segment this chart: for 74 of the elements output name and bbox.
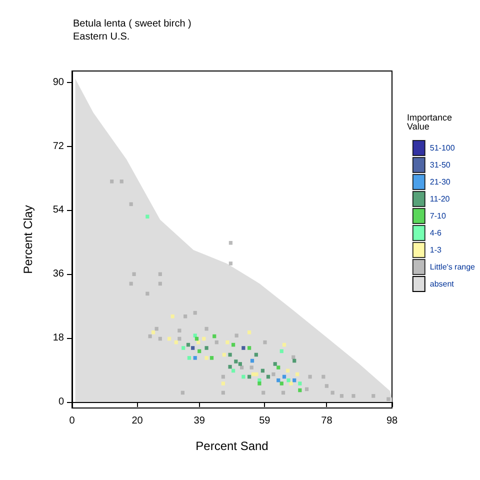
point bbox=[228, 364, 232, 369]
x-tick-label: 98 bbox=[386, 416, 398, 426]
point bbox=[228, 352, 232, 357]
legend-label: 21-30 bbox=[430, 178, 451, 186]
y-tick-label: 72 bbox=[52, 140, 64, 152]
point bbox=[386, 397, 390, 402]
point bbox=[178, 328, 182, 332]
point bbox=[340, 394, 344, 398]
y-axis-title: Percent Clay bbox=[21, 205, 35, 274]
point bbox=[148, 334, 152, 338]
point bbox=[240, 366, 244, 370]
legend-label: 51-100 bbox=[430, 144, 456, 152]
x-tick-label: 20 bbox=[132, 416, 144, 426]
point bbox=[110, 180, 114, 184]
legend-label: 11-20 bbox=[430, 194, 450, 204]
point bbox=[352, 394, 356, 398]
point bbox=[263, 340, 267, 344]
point bbox=[286, 378, 290, 382]
x-tick-label: 39 bbox=[194, 416, 206, 426]
point bbox=[250, 366, 254, 370]
legend-title: Importance Value bbox=[407, 112, 455, 132]
point bbox=[234, 334, 238, 338]
point bbox=[258, 382, 262, 386]
y-tick-label: 18 bbox=[52, 332, 64, 344]
point bbox=[182, 346, 186, 350]
point bbox=[234, 360, 238, 364]
point bbox=[324, 384, 328, 388]
point bbox=[273, 362, 277, 366]
point bbox=[120, 180, 124, 184]
point bbox=[221, 382, 225, 386]
point bbox=[158, 272, 162, 276]
legend-label: absent bbox=[430, 280, 455, 288]
point bbox=[289, 382, 293, 386]
y-tick-label: 90 bbox=[52, 76, 64, 88]
point bbox=[228, 262, 232, 266]
chart-subtitle: Eastern U.S. bbox=[73, 32, 130, 42]
point bbox=[170, 314, 174, 318]
legend-label: Little's range bbox=[430, 262, 476, 272]
point bbox=[228, 240, 232, 245]
point bbox=[254, 372, 258, 376]
legend-label: 31-50 bbox=[430, 160, 451, 170]
y-tick-label: 54 bbox=[52, 204, 64, 216]
point bbox=[210, 356, 214, 360]
point bbox=[152, 330, 156, 334]
point bbox=[204, 326, 208, 331]
x-tick-label: 59 bbox=[259, 416, 271, 426]
x-axis-title: Percent Sand bbox=[196, 439, 268, 453]
point bbox=[187, 356, 192, 360]
chart-title: Betula lenta ( sweet birch ) bbox=[73, 18, 192, 30]
point bbox=[248, 346, 252, 350]
legend-label: 1-3 bbox=[430, 246, 442, 254]
x-tick-label: 78 bbox=[321, 416, 333, 426]
point bbox=[308, 374, 312, 379]
y-tick-label: 36 bbox=[52, 268, 64, 280]
point bbox=[193, 356, 197, 360]
point bbox=[193, 334, 197, 338]
legend-label: 4-6 bbox=[430, 228, 442, 238]
x-tick-label: 0 bbox=[69, 416, 76, 426]
point bbox=[184, 314, 188, 318]
legend-label: 7-10 bbox=[430, 212, 446, 220]
point bbox=[238, 362, 242, 366]
y-tick-label: 0 bbox=[58, 396, 64, 408]
point bbox=[242, 346, 246, 350]
point bbox=[204, 356, 208, 360]
point bbox=[298, 382, 302, 386]
point bbox=[146, 214, 150, 218]
point bbox=[132, 272, 136, 276]
point bbox=[191, 346, 195, 350]
point bbox=[280, 382, 284, 386]
point bbox=[248, 330, 252, 334]
point bbox=[372, 394, 376, 398]
point bbox=[204, 346, 208, 350]
point bbox=[272, 372, 276, 376]
point bbox=[276, 366, 280, 370]
